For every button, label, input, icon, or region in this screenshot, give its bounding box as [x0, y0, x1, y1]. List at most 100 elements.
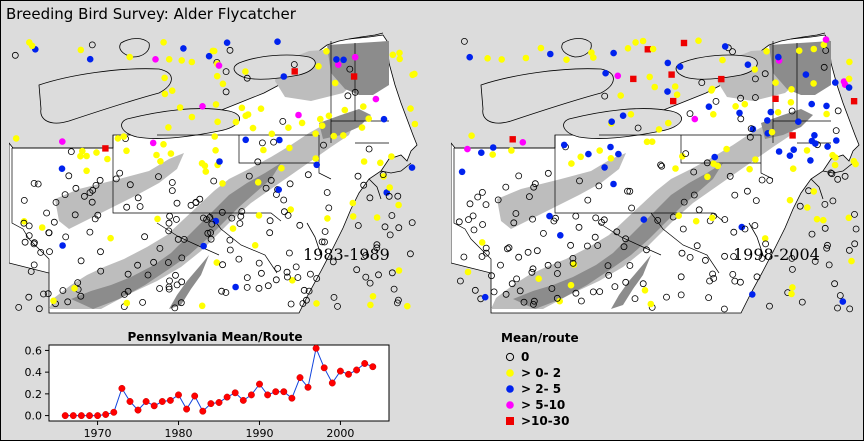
chart-title: Pennsylvania Mean/Route	[128, 330, 303, 344]
map-base	[451, 32, 860, 314]
route-marker-0-2	[820, 41, 828, 49]
route-marker-0-2	[823, 110, 830, 118]
map-base	[9, 32, 418, 314]
route-marker-zero	[589, 288, 597, 296]
route-marker-10-30	[850, 98, 858, 105]
route-marker-zero	[753, 273, 761, 281]
route-marker-zero	[634, 124, 642, 132]
x-tick-label: 1990	[245, 427, 273, 440]
route-marker-zero	[30, 261, 38, 269]
route-marker-zero	[266, 229, 274, 237]
route-marker-0-2	[787, 99, 795, 106]
route-marker-0-2	[577, 153, 584, 161]
x-tick-label: 1980	[165, 427, 193, 440]
route-marker-zero	[287, 300, 295, 308]
route-marker-0-2	[160, 39, 167, 46]
route-marker-zero	[572, 289, 580, 297]
route-marker-zero	[743, 187, 751, 195]
route-marker-0-2	[692, 217, 700, 225]
route-marker-0-2	[651, 83, 658, 91]
route-marker-0-2	[810, 80, 817, 87]
route-marker-0-2	[360, 158, 368, 165]
route-marker-2-5	[845, 84, 853, 91]
route-marker-zero	[737, 94, 745, 102]
route-marker-0-2	[768, 128, 776, 136]
route-marker-0-2	[50, 297, 57, 305]
route-marker-zero	[504, 245, 511, 253]
route-marker-zero	[235, 255, 243, 263]
route-marker-zero	[134, 194, 142, 202]
route-marker-zero	[156, 285, 164, 292]
route-marker-zero	[592, 214, 600, 222]
route-marker-zero	[611, 283, 619, 291]
route-marker-0-2	[407, 105, 414, 112]
route-marker-0-2	[123, 299, 131, 307]
route-marker-2-5	[380, 115, 388, 123]
route-marker-zero	[836, 292, 844, 299]
route-marker-zero	[677, 273, 685, 281]
route-marker-0-2	[360, 103, 367, 110]
route-marker-0-2	[732, 103, 739, 110]
route-marker-zero	[690, 191, 698, 199]
map-late-period	[451, 32, 860, 314]
route-marker-zero	[548, 285, 556, 292]
route-marker-0-2	[751, 66, 759, 73]
route-marker-0-2	[774, 109, 782, 116]
route-marker-zero	[601, 92, 609, 100]
route-marker-zero	[466, 200, 474, 208]
data-point	[118, 384, 126, 392]
route-marker-zero	[284, 211, 292, 219]
route-marker-0-2	[286, 144, 293, 152]
route-marker-zero	[712, 98, 720, 105]
data-point	[304, 383, 312, 391]
route-marker-0-2	[114, 135, 122, 142]
route-marker-zero	[600, 216, 608, 224]
route-marker-zero	[762, 240, 770, 248]
route-marker-10-30	[350, 73, 358, 80]
route-marker-zero	[67, 148, 75, 156]
data-point	[69, 412, 77, 420]
route-marker-0-2	[714, 162, 722, 170]
route-marker-zero	[729, 48, 736, 56]
route-marker-zero	[761, 70, 769, 78]
route-marker-0-2	[77, 46, 85, 54]
route-marker-0-2	[708, 85, 716, 93]
route-marker-0-2	[522, 54, 530, 62]
legend-item-5-10: > 5-10	[501, 397, 579, 413]
route-marker-zero	[121, 290, 128, 298]
route-marker-0-2	[632, 39, 639, 46]
route-marker-zero	[388, 269, 396, 277]
route-marker-2-5	[764, 117, 771, 124]
route-marker-zero	[393, 299, 401, 307]
route-marker-0-2	[556, 297, 563, 305]
range-shade-dark	[513, 41, 831, 309]
route-marker-0-2	[20, 218, 28, 225]
route-marker-zero	[829, 197, 837, 205]
route-marker-0-2	[567, 281, 575, 289]
route-marker-2-5	[786, 152, 794, 159]
route-marker-0-2	[317, 115, 324, 123]
route-marker-0-2	[719, 56, 726, 64]
route-marker-zero	[40, 290, 47, 298]
route-marker-zero	[294, 274, 302, 281]
lake-shape	[119, 38, 150, 58]
route-marker-0-2	[596, 147, 603, 154]
route-marker-zero	[478, 253, 486, 260]
route-marker-0-2	[820, 216, 827, 224]
route-marker-zero	[155, 173, 162, 181]
route-marker-2-5	[664, 88, 671, 95]
route-marker-0-2	[396, 49, 403, 57]
route-marker-0-2	[537, 44, 545, 52]
route-marker-zero	[365, 145, 373, 153]
route-marker-2-5	[276, 136, 283, 144]
route-marker-zero	[238, 208, 246, 215]
route-marker-zero	[123, 203, 131, 211]
route-marker-0-2	[229, 225, 237, 232]
route-marker-zero	[321, 238, 328, 246]
route-marker-0-2	[83, 152, 90, 160]
route-marker-0-2	[12, 135, 20, 142]
legend-item-0-2: > 0- 2	[501, 365, 579, 381]
legend: Mean/route 0 > 0- 2 > 2- 5 > 5-10 >10-30	[501, 331, 579, 429]
route-marker-0-2	[251, 242, 259, 249]
route-marker-zero	[460, 253, 468, 261]
